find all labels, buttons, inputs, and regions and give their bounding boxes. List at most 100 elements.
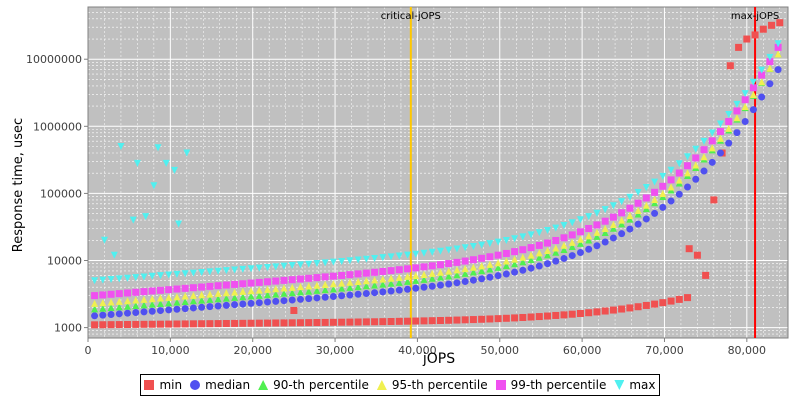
point-min	[561, 311, 568, 318]
legend-label-min: min	[159, 378, 182, 392]
point-min	[313, 319, 320, 326]
point-99-th-percentile	[470, 256, 477, 263]
point-min	[264, 320, 271, 327]
point-99-th-percentile	[132, 289, 139, 296]
point-min	[602, 308, 609, 315]
point-99-th-percentile	[256, 279, 263, 286]
point-99-th-percentile	[486, 253, 493, 260]
point-median	[190, 304, 197, 311]
point-median	[231, 301, 238, 308]
point-min	[289, 319, 296, 326]
point-99-th-percentile	[412, 264, 419, 271]
point-99-th-percentile	[528, 244, 535, 251]
point-99-th-percentile	[388, 267, 395, 274]
point-median	[750, 106, 757, 113]
point-99-th-percentile	[445, 260, 452, 267]
legend-item-max: max	[614, 378, 655, 392]
point-min	[149, 321, 156, 328]
point-99-th-percentile	[363, 270, 370, 277]
point-median	[421, 284, 428, 291]
point-min	[445, 317, 452, 324]
point-99-th-percentile	[610, 214, 617, 221]
point-min	[710, 196, 717, 203]
point-99-th-percentile	[239, 280, 246, 287]
point-99-th-percentile	[124, 289, 131, 296]
point-min	[752, 31, 759, 38]
point-median	[429, 283, 436, 290]
point-median	[602, 238, 609, 245]
point-min	[290, 307, 297, 314]
point-min	[727, 62, 734, 69]
point-median	[239, 301, 246, 308]
point-99-th-percentile	[701, 146, 708, 153]
point-min	[322, 319, 329, 326]
point-99-th-percentile	[511, 248, 518, 255]
point-min	[776, 19, 783, 26]
point-median	[478, 275, 485, 282]
x-tick-label: 80,000	[728, 344, 767, 357]
point-median	[91, 312, 98, 319]
point-99-th-percentile	[593, 221, 600, 228]
point-median	[99, 312, 106, 319]
point-min	[528, 314, 535, 321]
point-min	[379, 318, 386, 325]
point-99-th-percentile	[91, 292, 98, 299]
point-median	[577, 249, 584, 256]
point-median	[561, 255, 568, 262]
point-99-th-percentile	[289, 276, 296, 283]
point-median	[486, 274, 493, 281]
point-min	[239, 320, 246, 327]
point-median	[363, 290, 370, 297]
legend-item-99: 99-th percentile	[496, 378, 607, 392]
legend: min median 90-th percentile 95-th percen…	[140, 374, 660, 396]
point-median	[495, 272, 502, 279]
legend-marker-min	[144, 380, 154, 390]
point-99-th-percentile	[157, 287, 164, 294]
point-median	[173, 306, 180, 313]
point-min	[355, 319, 362, 326]
point-median	[626, 226, 633, 233]
point-min	[462, 316, 469, 323]
point-min	[363, 318, 370, 325]
point-99-th-percentile	[272, 278, 279, 285]
point-99-th-percentile	[141, 288, 148, 295]
point-min	[198, 320, 205, 327]
point-min	[593, 308, 600, 315]
point-99-th-percentile	[437, 261, 444, 268]
point-median	[733, 129, 740, 136]
point-99-th-percentile	[396, 266, 403, 273]
x-tick-label: 30,000	[316, 344, 355, 357]
point-min	[116, 321, 123, 328]
point-median	[437, 282, 444, 289]
point-min	[248, 320, 255, 327]
point-min	[760, 26, 767, 33]
point-99-th-percentile	[371, 269, 378, 276]
point-min	[702, 272, 709, 279]
point-min	[503, 315, 510, 322]
point-min	[108, 321, 115, 328]
point-min	[437, 317, 444, 324]
point-min	[190, 320, 197, 327]
point-min	[346, 319, 353, 326]
point-min	[223, 320, 230, 327]
point-min	[157, 321, 164, 328]
point-min	[686, 245, 693, 252]
annotation-label: max-jOPS	[731, 11, 779, 22]
point-99-th-percentile	[206, 283, 213, 290]
annotation-label: critical-jOPS	[381, 11, 441, 22]
point-min	[643, 302, 650, 309]
y-tick-label: 10000000	[26, 53, 82, 66]
point-median	[692, 176, 699, 183]
point-median	[206, 303, 213, 310]
point-99-th-percentile	[561, 234, 568, 241]
point-min	[91, 321, 98, 328]
point-99-th-percentile	[264, 278, 271, 285]
point-min	[610, 307, 617, 314]
point-99-th-percentile	[725, 118, 732, 125]
point-median	[396, 287, 403, 294]
y-tick-label: 1000000	[33, 120, 82, 133]
point-median	[132, 309, 139, 316]
point-99-th-percentile	[223, 282, 230, 289]
point-99-th-percentile	[495, 252, 502, 259]
